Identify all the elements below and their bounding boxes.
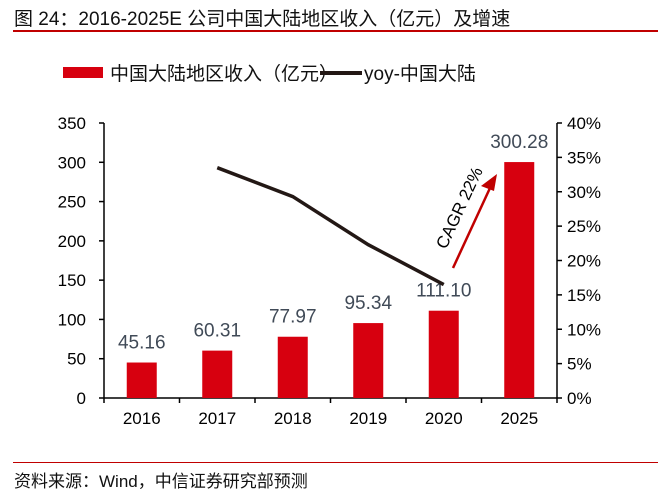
left-tick-label: 0 — [77, 389, 86, 408]
bar-2020 — [428, 310, 459, 398]
cagr-arrow — [451, 187, 492, 269]
bar-data-label: 77.97 — [269, 307, 317, 328]
title-divider — [13, 30, 658, 32]
right-tick-label: 30% — [567, 183, 601, 202]
left-tick-label: 250 — [58, 193, 86, 212]
cagr-arrowhead — [481, 174, 497, 191]
right-tick-label: 20% — [567, 252, 601, 271]
left-tick-label: 350 — [58, 114, 86, 133]
legend-bar-swatch — [63, 67, 103, 78]
x-tick-label: 2018 — [274, 409, 312, 428]
bar-2017 — [202, 350, 233, 398]
left-tick-label: 50 — [67, 350, 86, 369]
bar-2025 — [504, 162, 535, 398]
legend-bar-label: 中国大陆地区收入（亿元） — [110, 63, 338, 85]
x-tick-label: 2020 — [425, 409, 463, 428]
left-tick-label: 100 — [58, 310, 86, 329]
right-tick-label: 25% — [567, 217, 601, 236]
x-tick-label: 2017 — [198, 409, 236, 428]
bar-2016 — [126, 362, 157, 398]
right-tick-label: 35% — [567, 148, 601, 167]
x-tick-label: 2019 — [349, 409, 387, 428]
source-note: 资料来源：Wind，中信证券研究部预测 — [14, 472, 308, 491]
bar-2019 — [353, 323, 384, 398]
bar-data-label: 111.10 — [416, 281, 471, 302]
x-tick-label: 2025 — [500, 409, 538, 428]
left-tick-label: 150 — [58, 271, 86, 290]
left-tick-label: 200 — [58, 232, 86, 251]
right-tick-label: 5% — [567, 355, 592, 374]
right-tick-label: 15% — [567, 286, 601, 305]
x-tick-label: 2016 — [123, 409, 161, 428]
footer-divider — [13, 462, 658, 463]
bar-2018 — [277, 336, 308, 398]
legend-line-label: yoy-中国大陆 — [364, 63, 476, 85]
right-tick-label: 0% — [567, 389, 592, 408]
cagr-annotation: CAGR 22% — [432, 164, 486, 252]
bar-data-label: 45.16 — [118, 333, 166, 354]
right-tick-label: 40% — [567, 114, 601, 133]
bar-data-label: 95.34 — [344, 293, 392, 314]
yoy-line — [216, 166, 445, 287]
right-tick-label: 10% — [567, 320, 601, 339]
bar-data-label: 60.31 — [193, 321, 241, 342]
bar-data-label: 300.28 — [490, 132, 548, 153]
left-tick-label: 300 — [58, 153, 86, 172]
chart-title: 图 24：2016-2025E 公司中国大陆地区收入（亿元）及增速 — [14, 9, 511, 30]
